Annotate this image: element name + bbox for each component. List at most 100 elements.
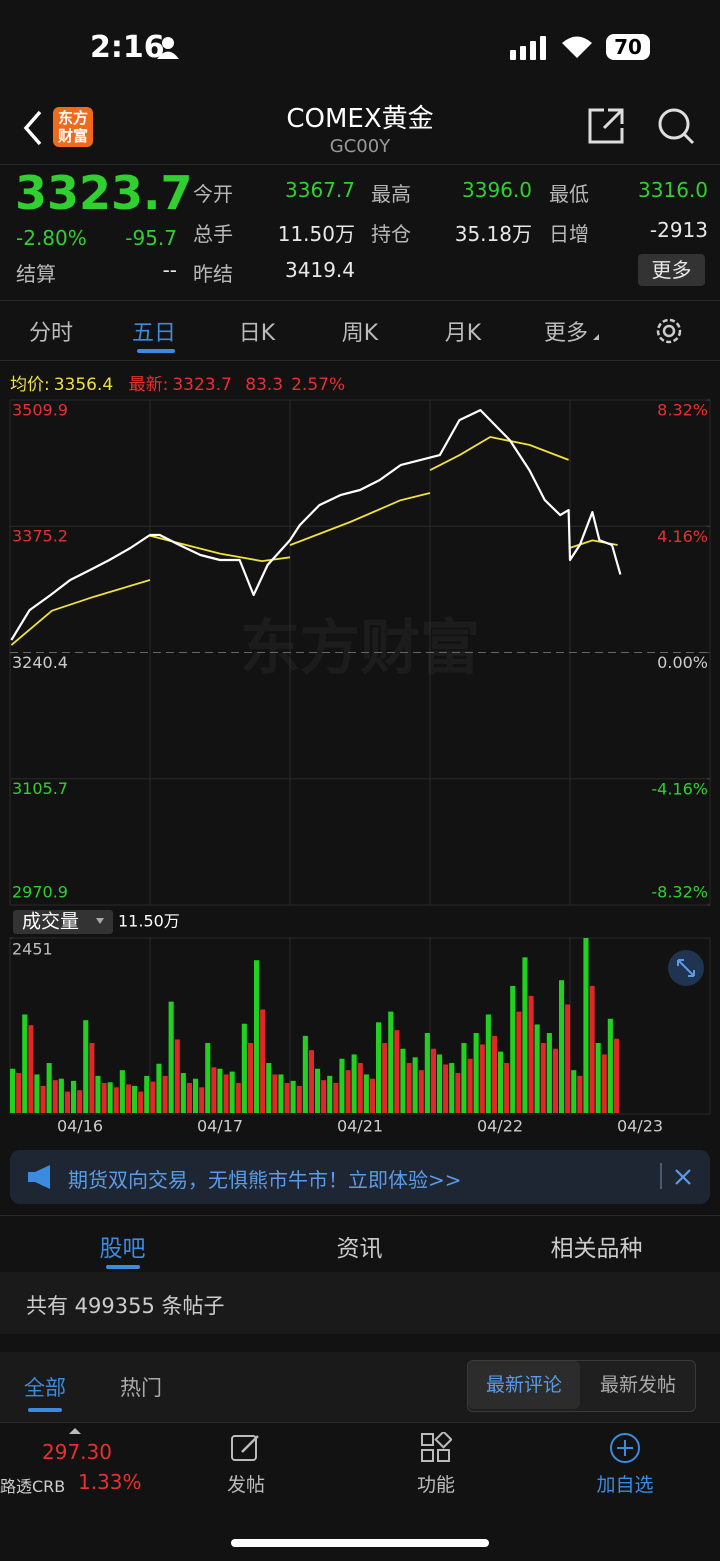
volume-bar <box>473 1033 479 1113</box>
volume-bar <box>254 960 260 1113</box>
volume-bar <box>95 1075 101 1113</box>
volume-bar <box>132 1085 138 1113</box>
chart-tab[interactable]: 月K <box>444 321 482 346</box>
field-label: 总手 <box>193 222 233 246</box>
field-value: -- <box>162 258 177 282</box>
status-time: 2:16 <box>90 30 165 65</box>
action[interactable]: 发帖 <box>226 1474 265 1496</box>
volume-bar <box>577 1075 583 1113</box>
sort-option[interactable]: 最新发帖 <box>599 1374 676 1396</box>
volume-bar <box>613 1038 619 1113</box>
field-label: 日增 <box>549 222 589 246</box>
chart-tab[interactable]: 日K <box>238 321 276 346</box>
field-value: 3367.7 <box>285 178 355 202</box>
volume-bar <box>217 1068 223 1113</box>
volume-bar <box>34 1074 40 1113</box>
promo-banner[interactable] <box>10 1150 710 1204</box>
volume-bar <box>125 1084 131 1113</box>
volume-bar <box>583 938 589 1113</box>
volume-bar <box>546 1033 552 1113</box>
back-button[interactable] <box>20 108 44 148</box>
volume-bar <box>235 1083 241 1113</box>
filter-tab[interactable]: 全部 <box>24 1376 66 1400</box>
volume-bar <box>345 1070 351 1113</box>
volume-bar <box>467 1058 473 1113</box>
person-icon <box>157 37 179 59</box>
section-tab[interactable]: 股吧 <box>99 1236 146 1262</box>
volume-bar <box>382 1043 388 1113</box>
chart-tab[interactable]: 五日 <box>131 321 176 346</box>
function-icon[interactable] <box>420 1432 452 1464</box>
volume-bar <box>308 1050 314 1113</box>
volume-total: 11.50万 <box>118 912 180 931</box>
change-value: -95.7 <box>125 226 177 250</box>
volume-bar <box>443 1064 449 1113</box>
volume-bar <box>516 1011 522 1113</box>
index-name: 路透CRB <box>0 1477 66 1496</box>
volume-bar <box>540 1043 546 1113</box>
volume-bar <box>406 1063 412 1113</box>
volume-bar <box>162 1075 168 1113</box>
change-pct: -2.80% <box>16 226 87 250</box>
chart-tab[interactable]: 更多 <box>543 321 588 346</box>
volume-bar <box>119 1070 125 1113</box>
field-value: 35.18万 <box>454 222 532 246</box>
index-pct: 1.33% <box>78 1470 142 1494</box>
volume-bar <box>571 1070 577 1113</box>
volume-bar <box>504 1063 510 1113</box>
index-value: 297.30 <box>42 1440 112 1464</box>
volume-bar <box>412 1057 418 1113</box>
more-button[interactable]: 更多 <box>638 254 705 286</box>
megaphone-icon <box>28 1165 50 1189</box>
volume-bar <box>107 1082 113 1113</box>
volume-bar <box>150 1081 156 1113</box>
header-title: COMEX黄金 <box>286 104 434 134</box>
volume-bar <box>278 1074 284 1113</box>
x-tick-label: 04/22 <box>477 1117 523 1136</box>
add-icon[interactable] <box>609 1432 641 1464</box>
volume-bar <box>589 985 595 1113</box>
section-tab[interactable]: 相关品种 <box>550 1236 643 1262</box>
volume-bar <box>388 1011 394 1113</box>
field-label: 今开 <box>193 182 233 206</box>
latest-change: 83.3 <box>245 375 284 395</box>
banner-text[interactable]: 期货双向交易，无惧熊市牛市！立即体验>> <box>68 1168 462 1192</box>
filter-tab[interactable]: 热门 <box>120 1376 162 1400</box>
banner-close[interactable] <box>674 1168 692 1186</box>
volume-bar <box>479 1044 485 1113</box>
x-tick-label: 04/17 <box>197 1117 243 1136</box>
dropdown-caret <box>593 334 599 340</box>
volume-bar <box>321 1080 327 1113</box>
y2-tick-label: 0.00% <box>657 653 708 672</box>
volume-bar <box>455 1073 461 1113</box>
volume-bar <box>552 1048 558 1113</box>
watermark: 东方财富 <box>240 614 480 684</box>
volume-bar <box>595 1043 601 1113</box>
volume-bar <box>266 1063 272 1113</box>
volume-bar <box>52 1080 58 1113</box>
volume-bar <box>28 1025 34 1113</box>
chart-tab[interactable]: 周K <box>341 321 379 346</box>
action[interactable]: 功能 <box>416 1474 455 1496</box>
volume-bar <box>400 1048 406 1113</box>
volume-bar <box>357 1063 363 1113</box>
sort-option[interactable]: 最新评论 <box>468 1361 580 1409</box>
search-button[interactable] <box>656 106 696 146</box>
field-value: 11.50万 <box>277 222 355 246</box>
chart-tab[interactable]: 分时 <box>28 321 73 346</box>
y-tick-label: 3509.9 <box>12 401 68 420</box>
home-indicator <box>231 1539 489 1547</box>
field-label: 持仓 <box>371 222 411 246</box>
share-button[interactable] <box>586 106 626 146</box>
section-tab[interactable]: 资讯 <box>336 1236 383 1262</box>
post-icon[interactable] <box>230 1432 262 1464</box>
settings-button[interactable] <box>654 316 684 346</box>
volume-bar <box>199 1087 205 1113</box>
volume-bar <box>77 1090 83 1113</box>
y-tick-label: 2970.9 <box>12 883 68 902</box>
volume-bar <box>186 1083 192 1113</box>
volume-bar <box>46 1063 52 1113</box>
volume-bar <box>491 1035 497 1113</box>
action[interactable]: 加自选 <box>596 1474 654 1496</box>
